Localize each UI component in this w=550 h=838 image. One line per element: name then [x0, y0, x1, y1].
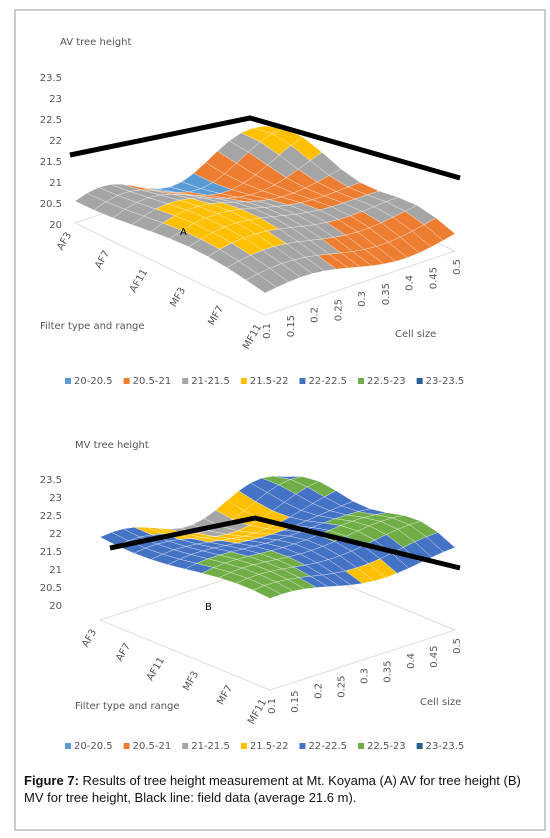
filter-tick-label: MF7 — [206, 304, 226, 327]
z-tick-label: 22 — [49, 136, 62, 147]
cell-tick-label: 0.1 — [267, 698, 278, 714]
cell-tick-label: 0.2 — [313, 683, 324, 699]
legend-swatch — [358, 743, 365, 749]
legend-swatch — [123, 743, 130, 749]
filter-tick-label: AF3 — [55, 231, 74, 253]
surface — [74, 125, 456, 294]
cell-tick-label: 0.45 — [429, 646, 440, 668]
panel-letter: B — [205, 602, 212, 613]
z-tick-label: 21.5 — [40, 547, 62, 558]
cell-tick-label: 0.15 — [290, 691, 301, 713]
filter-tick-label: MF3 — [168, 286, 188, 309]
cell-tick-label: 0.35 — [383, 661, 394, 683]
z-tick-label: 23.5 — [40, 475, 62, 486]
cell-axis-label: Cell size — [395, 329, 436, 340]
legend-label: 20.5-21 — [133, 376, 172, 387]
figure-frame — [14, 9, 546, 831]
cell-tick-label: 0.1 — [262, 323, 273, 339]
cell-tick-label: 0.45 — [428, 267, 439, 289]
cell-tick-label: 0.4 — [406, 653, 417, 669]
panel-title: AV tree height — [60, 37, 131, 48]
z-tick-label: 22.5 — [40, 511, 62, 522]
legend-label: 20-20.5 — [74, 376, 113, 387]
legend-label: 23-23.5 — [426, 376, 465, 387]
legend-swatch — [240, 743, 247, 749]
z-tick-label: 23 — [49, 94, 62, 105]
legend-swatch — [182, 743, 189, 749]
z-tick-label: 20 — [49, 220, 62, 231]
legend-label: 21-21.5 — [191, 741, 230, 752]
z-tick-label: 23 — [49, 493, 62, 504]
legend-label: 21.5-22 — [250, 741, 289, 752]
cell-tick-label: 0.2 — [310, 307, 321, 323]
surface — [99, 475, 456, 599]
legend-label: 22-22.5 — [308, 741, 347, 752]
cell-tick-label: 0.25 — [333, 299, 344, 321]
z-tick-label: 21 — [49, 565, 62, 576]
field-line — [109, 515, 461, 571]
legend-swatch — [123, 378, 130, 384]
legend-swatch — [416, 743, 423, 749]
cell-tick-label: 0.5 — [452, 638, 463, 654]
filter-tick-label: AF3 — [80, 628, 99, 650]
cell-tick-label: 0.3 — [357, 291, 368, 307]
legend-label: 21.5-22 — [250, 376, 289, 387]
z-tick-label: 20.5 — [40, 583, 62, 594]
z-tick-label: 20 — [49, 601, 62, 612]
z-tick-label: 22 — [49, 529, 62, 540]
filter-axis-label: Filter type and range — [75, 701, 180, 712]
legend-swatch — [299, 378, 306, 384]
legend-label: 23-23.5 — [426, 741, 465, 752]
z-tick-label: 21.5 — [40, 157, 62, 168]
legend-swatch — [182, 378, 189, 384]
legend-label: 22.5-23 — [367, 741, 406, 752]
z-tick-label: 20.5 — [40, 199, 62, 210]
z-tick-label: 21 — [49, 178, 62, 189]
caption-label: Figure 7: — [24, 773, 79, 788]
legend-swatch — [240, 378, 247, 384]
cell-tick-label: 0.5 — [452, 259, 463, 275]
panel-letter: A — [180, 227, 187, 238]
legend-label: 20.5-21 — [133, 741, 172, 752]
filter-tick-label: AF7 — [114, 642, 133, 664]
legend-swatch — [299, 743, 306, 749]
caption-text: Results of tree height measurement at Mt… — [24, 773, 521, 805]
cell-tick-label: 0.3 — [360, 668, 371, 684]
filter-axis-label: Filter type and range — [40, 321, 145, 332]
legend-label: 22.5-23 — [367, 376, 406, 387]
legend-swatch — [358, 378, 365, 384]
cell-tick-label: 0.25 — [336, 676, 347, 698]
cell-tick-label: 0.15 — [286, 315, 297, 337]
filter-tick-label: AF11 — [128, 267, 150, 294]
cell-axis-label: Cell size — [420, 697, 461, 708]
legend-swatch — [416, 378, 423, 384]
z-tick-label: 23.5 — [40, 73, 62, 84]
surface-patch — [423, 217, 456, 241]
caption: Figure 7: Results of tree height measure… — [24, 772, 540, 806]
cell-tick-label: 0.4 — [405, 275, 416, 291]
filter-tick-label: MF7 — [215, 684, 235, 707]
filter-tick-label: MF11 — [241, 323, 264, 352]
surface-patch — [426, 532, 456, 553]
cell-tick-label: 0.35 — [381, 283, 392, 305]
legend-label: 20-20.5 — [74, 741, 113, 752]
legend-label: 22-22.5 — [308, 376, 347, 387]
legend-label: 21-21.5 — [191, 376, 230, 387]
filter-tick-label: AF7 — [93, 249, 112, 271]
field-line — [69, 115, 461, 181]
legend-swatch — [65, 378, 71, 384]
z-tick-label: 22.5 — [40, 115, 62, 126]
panel-title: MV tree height — [75, 440, 149, 451]
filter-tick-label: MF11 — [246, 698, 269, 727]
filter-tick-label: MF3 — [181, 670, 201, 693]
legend-swatch — [65, 743, 71, 749]
filter-tick-label: AF11 — [145, 656, 167, 683]
